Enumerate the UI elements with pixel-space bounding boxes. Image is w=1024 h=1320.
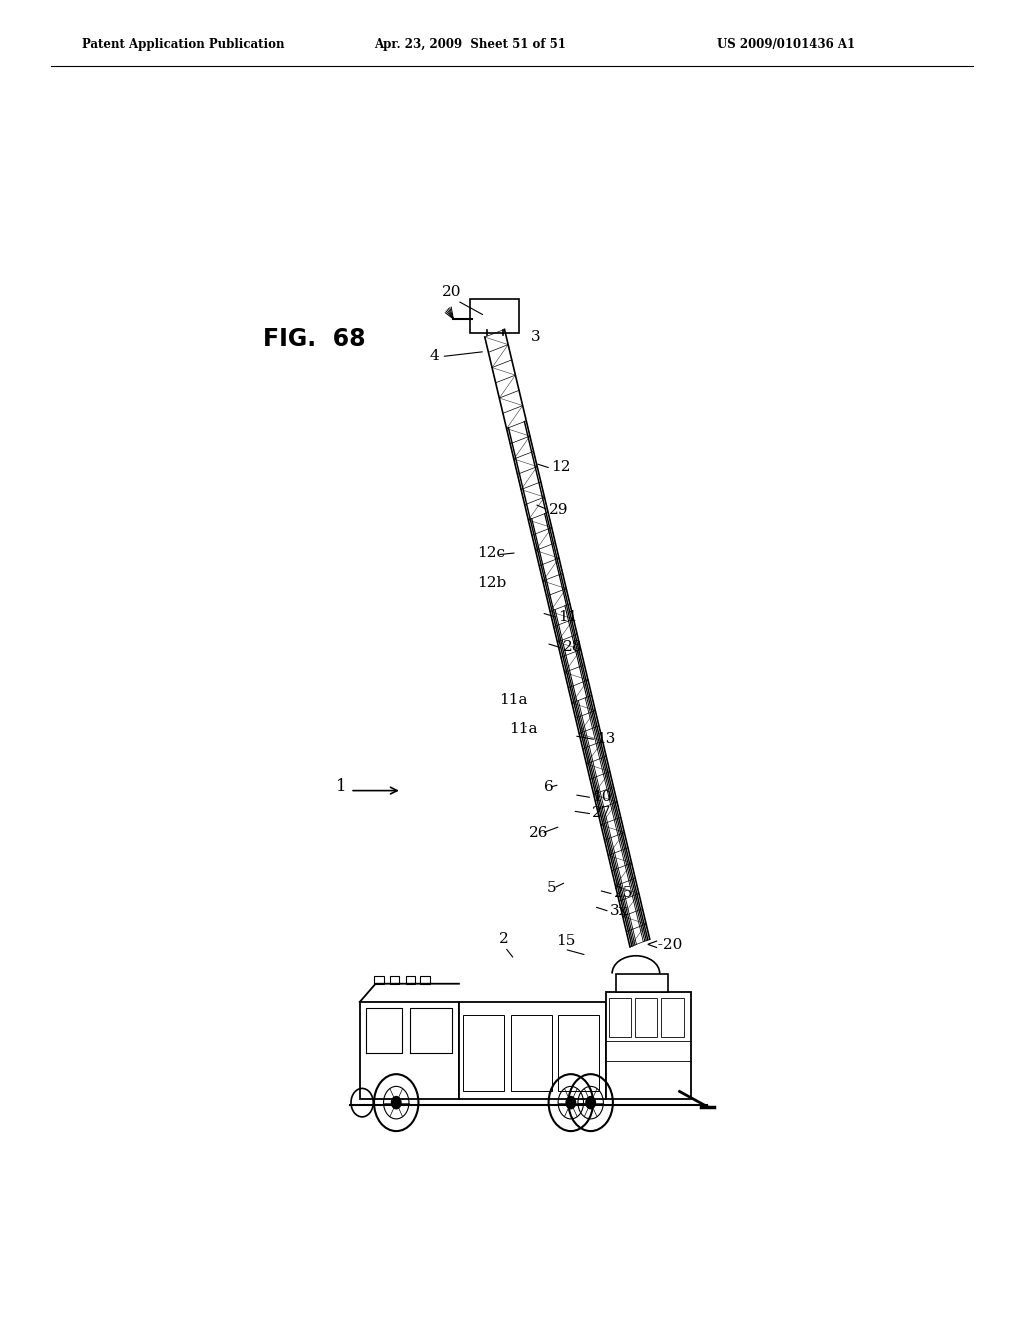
- Text: 5: 5: [547, 882, 557, 895]
- Text: 10: 10: [592, 789, 611, 804]
- Text: US 2009/0101436 A1: US 2009/0101436 A1: [717, 37, 855, 50]
- Text: 3x: 3x: [609, 904, 628, 917]
- Text: 15: 15: [557, 935, 575, 948]
- Bar: [558, 1015, 599, 1092]
- Bar: [406, 975, 416, 983]
- Text: 25: 25: [613, 886, 633, 900]
- Bar: [390, 975, 399, 983]
- Text: 2: 2: [500, 932, 509, 946]
- Text: 12c: 12c: [477, 546, 505, 560]
- Text: <-20: <-20: [645, 939, 683, 952]
- Bar: [635, 998, 657, 1036]
- Text: Apr. 23, 2009  Sheet 51 of 51: Apr. 23, 2009 Sheet 51 of 51: [374, 37, 565, 50]
- Text: FIG.  68: FIG. 68: [263, 327, 366, 351]
- Bar: [463, 1015, 504, 1092]
- Text: 4: 4: [430, 348, 439, 363]
- Bar: [459, 1002, 606, 1098]
- Text: 11a: 11a: [509, 722, 538, 735]
- Bar: [420, 975, 430, 983]
- Bar: [511, 1015, 552, 1092]
- Bar: [606, 991, 691, 1098]
- Bar: [359, 1002, 459, 1098]
- Circle shape: [391, 1097, 401, 1109]
- FancyBboxPatch shape: [470, 298, 519, 333]
- Circle shape: [566, 1097, 575, 1109]
- Bar: [609, 998, 631, 1036]
- Text: 12: 12: [551, 461, 570, 474]
- Text: 12b: 12b: [477, 577, 507, 590]
- Text: 13: 13: [596, 731, 615, 746]
- Text: Patent Application Publication: Patent Application Publication: [82, 37, 285, 50]
- Text: 29: 29: [549, 503, 568, 517]
- Text: 6: 6: [544, 780, 554, 793]
- Bar: [374, 975, 384, 983]
- Text: 20: 20: [441, 285, 461, 298]
- Text: 28: 28: [563, 640, 583, 655]
- Text: 3: 3: [531, 330, 541, 345]
- Bar: [662, 998, 684, 1036]
- Text: 1: 1: [336, 777, 346, 795]
- Text: 11: 11: [558, 610, 578, 624]
- Text: 27: 27: [592, 807, 611, 820]
- Text: 11a: 11a: [500, 693, 528, 708]
- Circle shape: [586, 1097, 595, 1109]
- Text: 26: 26: [528, 826, 548, 841]
- Bar: [616, 974, 668, 991]
